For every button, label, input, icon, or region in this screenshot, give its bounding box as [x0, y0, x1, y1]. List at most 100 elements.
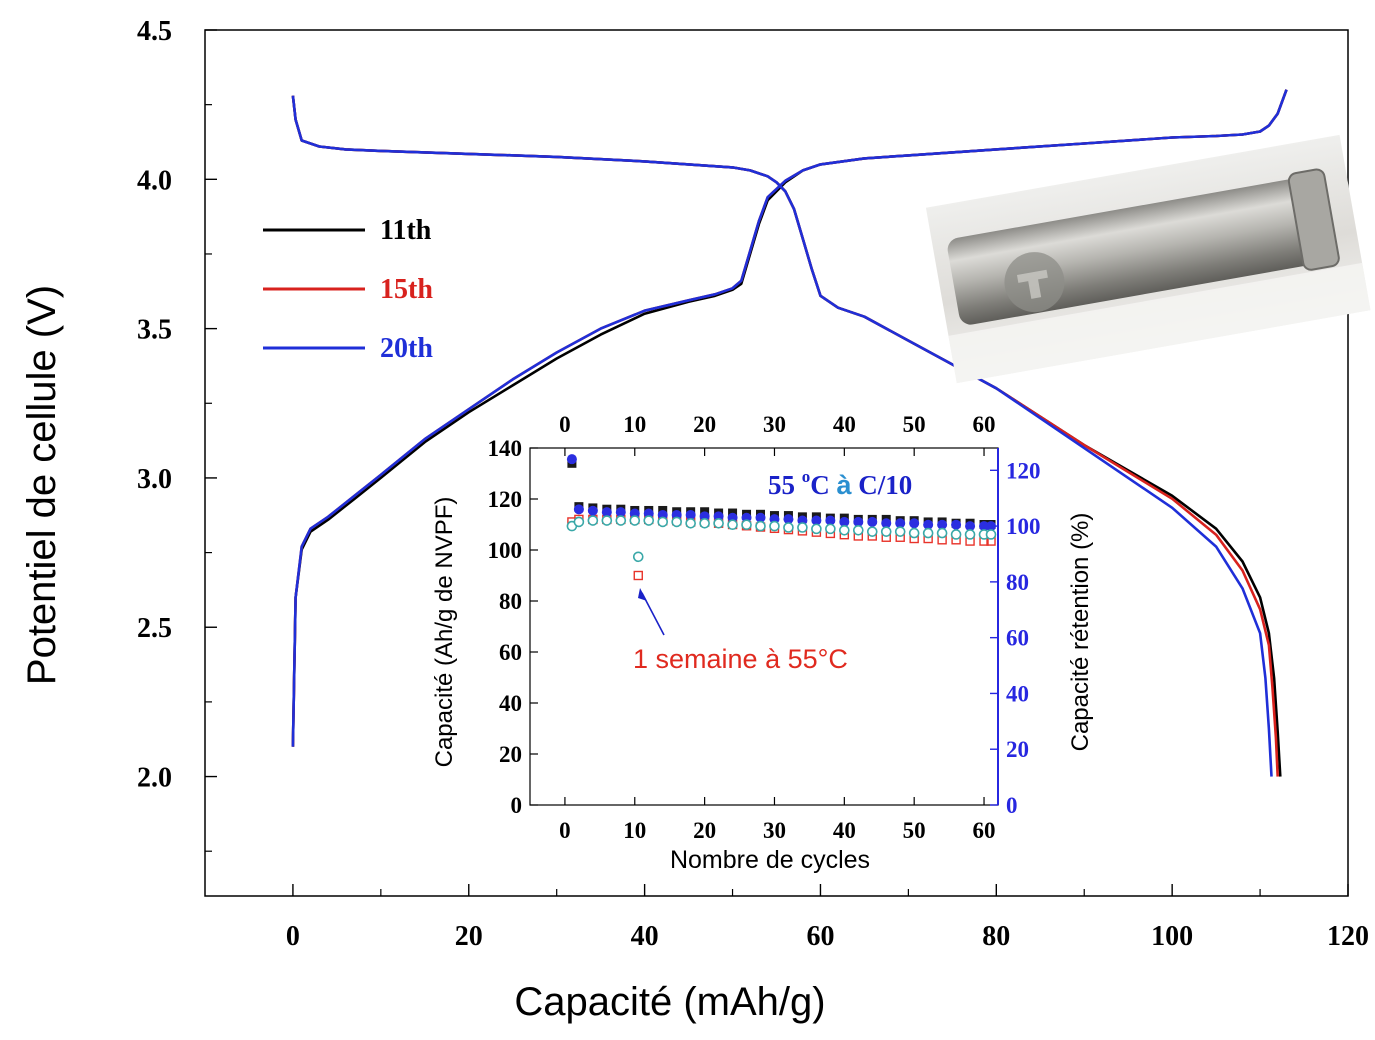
inset-right-axis-title: Capacité rétention (%) [1067, 513, 1094, 752]
inset-marker-coulombic-efficiency [839, 524, 850, 536]
inset-right-tick-label: 20 [1006, 737, 1029, 762]
inset-condition-a: à [837, 470, 853, 500]
inset-x-tick-label-top: 30 [763, 412, 786, 437]
inset-condition-degree: o [802, 467, 811, 486]
inset-x-tick-label-top: 20 [693, 412, 716, 437]
inset-right-tick-label: 80 [1006, 570, 1029, 595]
inset-marker-coulombic-efficiency [657, 516, 669, 528]
inset-x-tick-label-bottom: 50 [903, 818, 926, 843]
inset-left-tick-label: 60 [499, 640, 522, 665]
inset-marker-coulombic-efficiency [783, 522, 794, 533]
inset-marker-capacity-retention [601, 507, 612, 518]
main-x-tick-label: 0 [286, 921, 300, 952]
inset-right-tick-label: 40 [1006, 681, 1029, 706]
main-plot-frame [204, 29, 1349, 897]
inset-tick-labels: 0 0 10 10 20 20 30 30 40 40 50 50 60 60 0 20 40 60 80 100 12… [488, 412, 1041, 843]
inset-marker-coulombic-efficiency [629, 515, 641, 526]
main-x-tick-label: 100 [1151, 921, 1193, 952]
inset-condition-temp: 55 [768, 470, 802, 500]
inset-marker-coulombic-efficiency [587, 515, 599, 526]
inset-marker-coulombic-efficiency [825, 523, 836, 535]
inset-marker-coulombic-efficiency [922, 527, 934, 539]
inset-marker-coulombic-efficiency [755, 520, 766, 532]
main-y-tick-label: 4.0 [137, 165, 172, 196]
inset-x-tick-label-bottom: 0 [559, 818, 571, 843]
inset-marker-capacity-retention [937, 519, 948, 530]
curve-20th-charge [291, 89, 1288, 747]
legend-label-15th: 15th [380, 274, 433, 305]
inset-right-tick-label: 120 [1006, 458, 1041, 483]
main-x-tick-label: 80 [982, 921, 1010, 952]
main-x-tick-label: 40 [631, 921, 659, 952]
inset-right-tick-label: 0 [1006, 793, 1018, 818]
legend: 11th 15th 20th [263, 215, 433, 364]
inset-marker-capacity-retention [587, 505, 598, 516]
inset-marker-capacity-retention [951, 519, 962, 530]
inset-marker-capacity-retention [755, 512, 766, 523]
inset-x-tick-label-top: 40 [833, 412, 856, 437]
inset-left-axis-title: Capacité (Ah/g de NVPF) [431, 497, 458, 768]
inset-marker-coulombic-efficiency [866, 526, 878, 537]
inset-marker-coulombic-efficiency [741, 519, 752, 530]
inset-x-tick-label-bottom: 10 [623, 818, 646, 843]
inset-marker-coulombic-efficiency [713, 518, 724, 529]
main-y-tick-label: 2.0 [137, 763, 172, 794]
inset-right-tick-label: 60 [1006, 626, 1029, 651]
inset-x-tick-label-top: 0 [559, 412, 571, 437]
inset-marker-capacity-retention [881, 518, 892, 529]
inset-marker-coulombic-efficiency [615, 515, 627, 526]
inset-left-tick-label: 80 [499, 589, 522, 614]
inset-condition-unit: C [810, 470, 836, 500]
inset-marker-coulombic-efficiency [880, 526, 892, 537]
inset-marker-coulombic-efficiency [950, 529, 962, 540]
battery-cell-photo [925, 134, 1371, 384]
inset-marker-capacity-retention [909, 518, 920, 529]
main-y-tick-label: 3.0 [137, 464, 172, 495]
inset-marker-coulombic-efficiency [632, 551, 644, 563]
inset-marker-capacity-retention [783, 514, 794, 525]
inset-left-tick-label: 40 [499, 691, 522, 716]
inset-marker-coulombic-efficiency [699, 518, 710, 529]
inset-marker-coulombic-efficiency [685, 518, 696, 529]
inset-marker-coulombic-efficiency [643, 515, 655, 526]
inset-left-tick-label: 0 [511, 793, 523, 818]
main-y-axis-title: Potentiel de cellule (V) [20, 285, 64, 685]
annotation-arrow-head [638, 588, 647, 601]
inset-marker-capacity-retention [566, 454, 577, 465]
inset-marker-coulombic-efficiency [936, 527, 948, 539]
legend-label-11th: 11th [380, 215, 432, 246]
inset-marker-coulombic-efficiency [671, 516, 682, 528]
inset-marker-capacity-retention [895, 518, 906, 529]
inset-marker-coulombic-efficiency [601, 515, 613, 526]
inset-marker-capacity-retention [573, 504, 584, 515]
inset-marker-coulombic-efficiency [894, 526, 906, 537]
inset-marker-coulombic-efficiency [769, 520, 780, 532]
cell-cap [1287, 168, 1340, 271]
inset-x-axis-title: Nombre de cycles [670, 846, 870, 874]
inset-condition-label: 55 oC à C/10 [768, 467, 912, 500]
main-x-tick-label: 120 [1327, 921, 1369, 952]
inset-marker-coulombic-efficiency [727, 519, 738, 530]
inset-axis-ticks [530, 447, 998, 806]
main-x-axis-title: Capacité (mAh/g) [514, 980, 825, 1024]
inset-marker-capacity-retention [615, 507, 626, 518]
curve-20th-discharge [291, 95, 1273, 777]
inset-marker-capacity-retention [839, 516, 850, 527]
inset-marker-coulombic-efficiency [852, 524, 864, 536]
inset-marker-capacity-retention [825, 515, 836, 526]
legend-label-20th: 20th [380, 333, 433, 364]
inset-x-tick-label-top: 10 [623, 412, 646, 437]
inset-marker-capacity-retention [923, 519, 934, 530]
inset-x-tick-label-top: 60 [973, 412, 996, 437]
inset-condition-rate: C/10 [852, 470, 913, 500]
inset-marker-capacity-retention [811, 515, 822, 526]
inset-marker-coulombic-efficiency [573, 516, 585, 528]
cell-logo-mark [1016, 269, 1048, 299]
inset-marker-coulombic-efficiency [985, 529, 997, 540]
inset-marker-coulombic-efficiency [964, 529, 976, 540]
inset-marker-capacity-retention [965, 521, 976, 532]
inset-marker-capacity-retention [853, 516, 864, 527]
inset-marker-coulombic-efficiency [811, 523, 822, 535]
